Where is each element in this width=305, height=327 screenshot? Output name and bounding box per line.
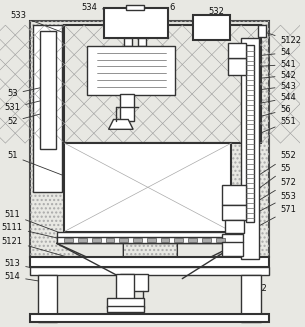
Polygon shape xyxy=(56,243,123,274)
Bar xyxy=(30,21,269,257)
Bar xyxy=(124,38,132,46)
Bar xyxy=(64,238,73,242)
Text: 552: 552 xyxy=(246,151,296,184)
Text: 56: 56 xyxy=(244,105,291,121)
Text: 513: 513 xyxy=(4,259,65,274)
Bar xyxy=(33,25,63,192)
Text: 551: 551 xyxy=(244,117,296,140)
Text: 533: 533 xyxy=(10,11,62,32)
Text: 571: 571 xyxy=(246,205,296,233)
Polygon shape xyxy=(109,119,133,129)
Bar xyxy=(30,21,269,257)
Bar xyxy=(30,314,269,322)
Text: 553: 553 xyxy=(246,192,296,218)
Bar xyxy=(106,238,114,242)
Bar xyxy=(216,238,224,242)
Bar xyxy=(56,232,238,243)
Bar xyxy=(38,275,57,322)
Bar xyxy=(221,205,246,220)
Bar xyxy=(30,267,269,275)
Bar xyxy=(138,38,146,46)
Bar xyxy=(241,275,261,322)
Text: 5111: 5111 xyxy=(2,223,65,240)
Bar xyxy=(120,94,134,121)
Text: 57: 57 xyxy=(211,244,227,266)
Text: 55: 55 xyxy=(246,164,291,198)
Text: 512: 512 xyxy=(240,271,267,293)
Text: 542: 542 xyxy=(244,71,296,80)
Bar xyxy=(193,15,230,40)
Text: 544: 544 xyxy=(244,94,296,106)
Bar xyxy=(87,46,175,95)
Bar xyxy=(104,9,167,38)
Text: 52: 52 xyxy=(7,111,54,126)
Bar xyxy=(107,298,144,308)
Text: 54: 54 xyxy=(244,48,291,57)
Bar xyxy=(202,238,211,242)
Bar xyxy=(228,43,246,58)
Bar xyxy=(107,306,144,312)
Bar xyxy=(174,238,183,242)
Bar xyxy=(221,234,243,256)
Text: 531: 531 xyxy=(4,97,54,112)
Bar xyxy=(188,238,197,242)
Text: 511: 511 xyxy=(4,210,62,233)
Text: 6: 6 xyxy=(136,3,175,12)
Bar xyxy=(133,238,142,242)
Text: 5131: 5131 xyxy=(135,299,156,322)
Bar xyxy=(246,45,254,222)
Polygon shape xyxy=(177,243,238,274)
Text: 543: 543 xyxy=(244,82,296,92)
Text: 534: 534 xyxy=(81,3,125,12)
Bar xyxy=(117,274,134,303)
Text: 53: 53 xyxy=(7,85,54,98)
Bar xyxy=(119,238,128,242)
Text: 5122: 5122 xyxy=(261,31,302,45)
Text: 515: 515 xyxy=(101,299,122,322)
Bar xyxy=(224,220,244,233)
Bar xyxy=(56,237,238,243)
Bar xyxy=(241,38,259,259)
Text: 572: 572 xyxy=(246,178,296,208)
Bar xyxy=(40,31,56,149)
Bar xyxy=(147,238,156,242)
Bar xyxy=(30,257,269,267)
Bar xyxy=(258,25,266,37)
Bar xyxy=(228,58,246,75)
Bar xyxy=(92,238,101,242)
Text: 514: 514 xyxy=(4,272,52,283)
Text: 5121: 5121 xyxy=(2,237,71,258)
Text: 51: 51 xyxy=(7,151,86,184)
Bar xyxy=(78,238,87,242)
Text: 532: 532 xyxy=(202,7,224,21)
Bar xyxy=(64,143,231,232)
Text: 541: 541 xyxy=(244,60,296,69)
Bar xyxy=(161,238,170,242)
Bar xyxy=(64,25,261,143)
Bar xyxy=(120,274,148,291)
Bar xyxy=(126,5,144,10)
Bar xyxy=(221,185,246,205)
